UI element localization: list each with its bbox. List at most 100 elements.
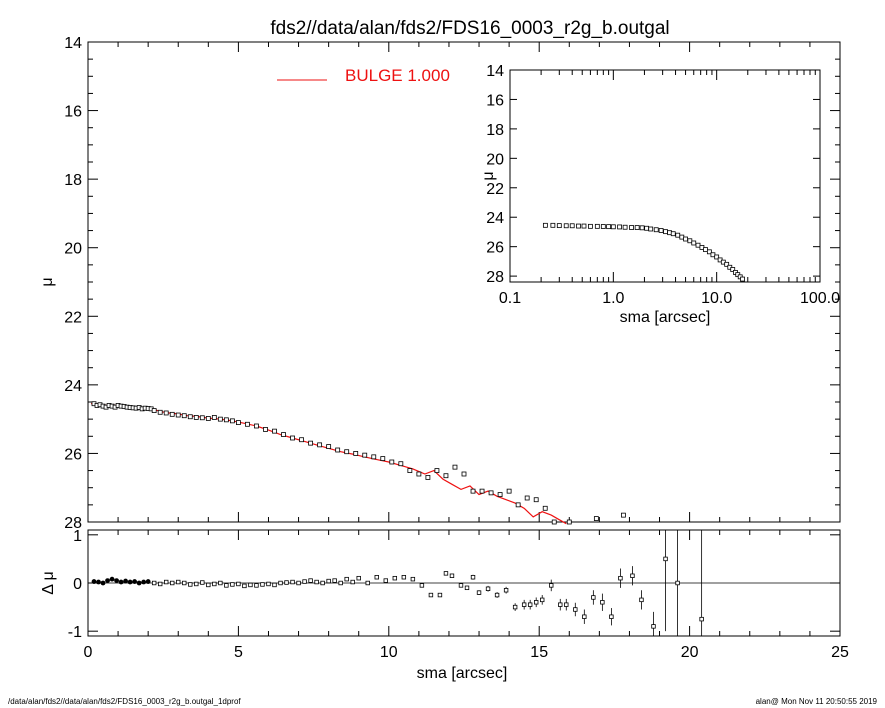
residual-point bbox=[699, 616, 704, 622]
residual-point bbox=[254, 583, 259, 588]
main-y-tick-label: 28 bbox=[64, 515, 82, 532]
residual-point bbox=[470, 575, 476, 580]
inset-data-point bbox=[724, 261, 730, 267]
main-y-axis-label: μ bbox=[39, 277, 56, 286]
inset-y-tick-label: 22 bbox=[486, 181, 504, 198]
residual-ticks: 10-10 5 10 15 20 25 bbox=[68, 528, 849, 661]
residual-point bbox=[278, 580, 283, 586]
residual-point bbox=[145, 579, 151, 584]
data-point bbox=[488, 490, 494, 496]
residual-x-tick-label: 15 bbox=[530, 644, 548, 661]
footer-timestamp: alan@ Mon Nov 11 20:50:55 2019 bbox=[756, 697, 878, 706]
inset-data-point bbox=[588, 223, 593, 229]
main-x-ticks bbox=[87, 42, 841, 522]
inset-y-tick-label: 26 bbox=[486, 240, 504, 257]
residual-point bbox=[272, 582, 277, 588]
inset-data-point bbox=[714, 254, 720, 260]
data-point bbox=[151, 408, 157, 413]
data-point bbox=[416, 471, 422, 477]
residual-y-axis-label: Δ μ bbox=[40, 571, 57, 594]
model-line bbox=[91, 403, 567, 525]
residual-point bbox=[350, 579, 355, 585]
residual-point bbox=[639, 597, 644, 603]
residual-point bbox=[437, 592, 443, 598]
inset-data-point bbox=[687, 238, 693, 244]
inset-x-tick-label: 0.1 bbox=[499, 290, 521, 307]
residual-point bbox=[182, 580, 187, 586]
residual-point bbox=[224, 583, 229, 588]
inset-panel: 14 16 18 20 22 24 26 28 0.1 1.0 10.0 100.0 μ sma [a… bbox=[480, 63, 840, 326]
residual-y-tick-label: 1 bbox=[73, 528, 82, 545]
residual-point bbox=[428, 592, 434, 598]
residual-point bbox=[392, 575, 398, 581]
residual-point bbox=[476, 590, 482, 595]
residual-point bbox=[540, 597, 545, 603]
residual-x-tick-label: 25 bbox=[831, 644, 849, 661]
residual-point bbox=[127, 579, 133, 585]
inset-data-point bbox=[606, 224, 612, 230]
inset-data-point bbox=[703, 247, 708, 253]
data-point bbox=[542, 505, 548, 511]
residual-point bbox=[401, 575, 407, 580]
residual-point bbox=[123, 578, 128, 584]
residual-point bbox=[591, 595, 596, 600]
data-point bbox=[443, 473, 449, 479]
inset-data-point bbox=[556, 223, 562, 229]
data-point bbox=[317, 442, 323, 448]
data-point bbox=[362, 452, 368, 458]
residual-point bbox=[558, 602, 563, 607]
inset-x-axis-label: sma [arcsec] bbox=[620, 309, 711, 326]
data-point bbox=[452, 464, 458, 470]
main-y-tick-label: 20 bbox=[64, 241, 82, 258]
data-point bbox=[389, 459, 395, 465]
data-point bbox=[380, 456, 386, 461]
residual-point bbox=[549, 583, 554, 588]
data-point bbox=[344, 449, 350, 455]
inset-y-tick-label: 16 bbox=[486, 92, 504, 109]
residual-point bbox=[302, 579, 307, 584]
residual-point bbox=[188, 582, 193, 587]
residual-point bbox=[609, 614, 614, 619]
inset-data-point bbox=[695, 242, 701, 248]
data-point bbox=[515, 502, 521, 508]
inset-x-tick-label: 10.0 bbox=[701, 290, 732, 307]
inset-plot-frame bbox=[509, 69, 821, 283]
data-point bbox=[461, 471, 467, 477]
residual-point bbox=[663, 556, 668, 562]
residual-point bbox=[132, 579, 138, 584]
residual-x-tick-label: 5 bbox=[234, 644, 243, 661]
residual-point bbox=[419, 583, 425, 588]
data-point bbox=[157, 409, 163, 415]
residual-point bbox=[100, 580, 106, 586]
residual-point bbox=[503, 588, 509, 593]
main-y-tick-label: 24 bbox=[64, 378, 82, 395]
residual-point bbox=[582, 614, 587, 619]
residual-point bbox=[443, 571, 449, 576]
residual-point bbox=[136, 580, 142, 586]
residual-point bbox=[521, 602, 527, 607]
data-point bbox=[335, 447, 341, 453]
main-y-tick-label: 26 bbox=[64, 446, 82, 463]
residual-point bbox=[109, 576, 115, 582]
data-point bbox=[254, 423, 259, 429]
residual-point bbox=[338, 580, 343, 586]
data-point bbox=[506, 488, 512, 494]
residual-point bbox=[630, 573, 635, 578]
inset-data-point bbox=[663, 229, 668, 235]
inset-data-point bbox=[563, 223, 569, 229]
residual-panel: 10-10 5 10 15 20 25 Δ μ sma [arcsec] bbox=[40, 528, 849, 682]
main-y-tick-label: 18 bbox=[64, 172, 82, 189]
residual-point bbox=[157, 581, 163, 587]
residual-point bbox=[141, 579, 147, 585]
residual-point bbox=[194, 581, 199, 587]
inset-y-tick-label: 20 bbox=[486, 151, 504, 168]
residual-point bbox=[374, 575, 379, 580]
residual-point bbox=[356, 575, 361, 581]
inset-y-tick-label: 28 bbox=[486, 269, 504, 286]
residual-point bbox=[344, 576, 349, 582]
residual-point bbox=[533, 600, 539, 605]
inset-data-point bbox=[653, 227, 659, 233]
data-point bbox=[621, 512, 626, 518]
inset-x-tick-label: 100.0 bbox=[800, 290, 840, 307]
model-series bbox=[91, 403, 567, 525]
